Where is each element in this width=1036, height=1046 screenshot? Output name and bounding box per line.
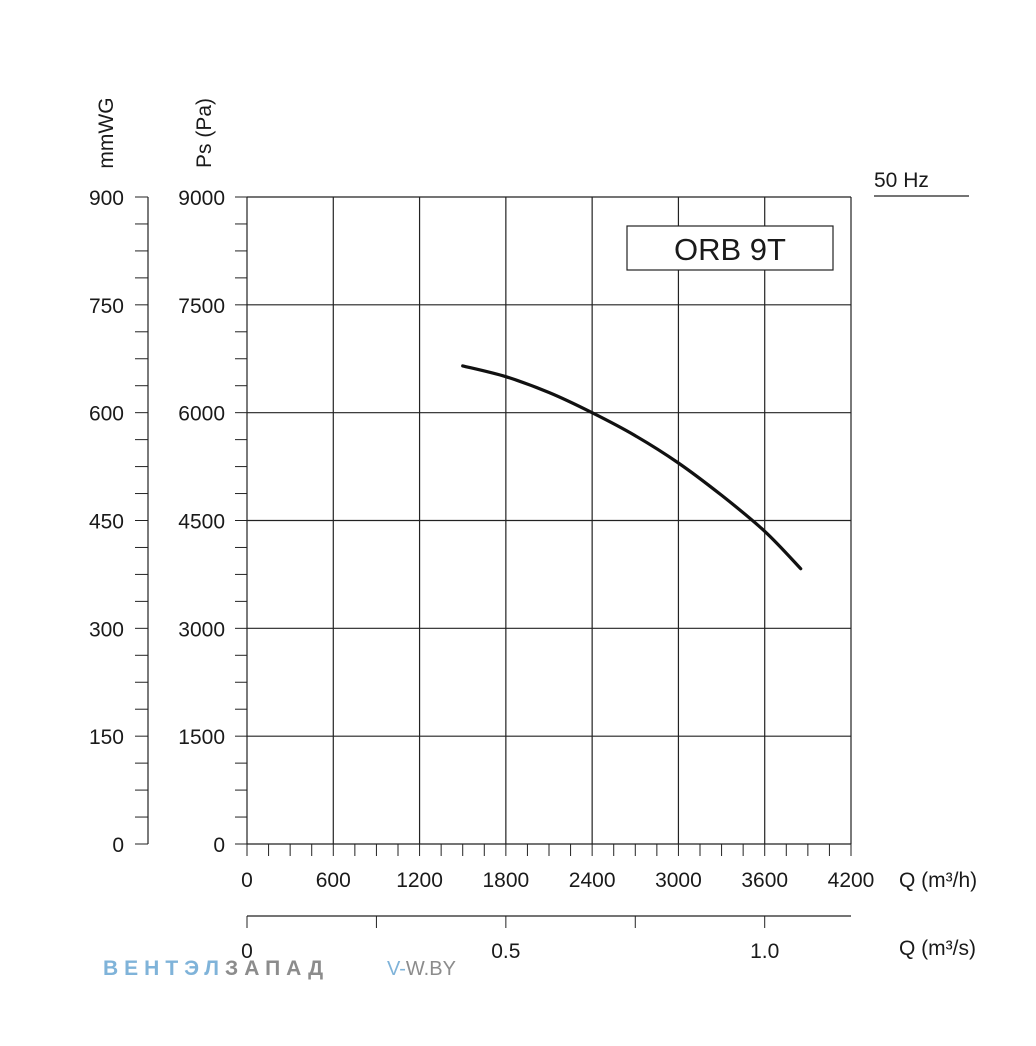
y-axis-label: Ps (Pa) [193, 98, 216, 168]
y2-tick-label: 450 [89, 511, 124, 534]
y2-tick-label: 750 [89, 295, 124, 318]
x-tick-label: 3600 [741, 869, 788, 892]
y2-tick-label: 300 [89, 618, 124, 641]
x-tick-label: 0 [241, 869, 253, 892]
y2-tick-label: 150 [89, 726, 124, 749]
y-tick-label: 1500 [178, 726, 225, 749]
y2-tick-label: 900 [89, 187, 124, 210]
y-tick-label: 7500 [178, 295, 225, 318]
watermark-brand-part1: ВЕНТЭЛ [103, 957, 225, 980]
x-tick-label: 4200 [828, 869, 875, 892]
watermark-site-part1: V- [387, 958, 406, 980]
y-tick-label: 4500 [178, 511, 225, 534]
x2-axis-label: Q (m³/s) [899, 937, 976, 960]
watermark-brand-part2: ЗАПАД [225, 957, 329, 980]
minor-ticks [135, 196, 852, 928]
frequency-label: 50 Hz [874, 169, 929, 192]
x-tick-label: 3000 [655, 869, 702, 892]
x-tick-label: 600 [316, 869, 351, 892]
x-tick-label: 2400 [569, 869, 616, 892]
y2-axis-label: mmWG [95, 97, 118, 168]
x-tick-label: 1200 [396, 869, 443, 892]
grid [246, 196, 852, 845]
x2-tick-label: 0 [241, 940, 253, 963]
x2-tick-label: 1.0 [750, 940, 779, 963]
y-tick-label: 9000 [178, 187, 225, 210]
y-tick-label: 0 [213, 834, 225, 857]
x-tick-label: 1800 [482, 869, 529, 892]
y2-tick-label: 600 [89, 403, 124, 426]
chart-title: ORB 9T [674, 232, 786, 267]
performance-curve [461, 364, 803, 571]
y-tick-label: 6000 [178, 403, 225, 426]
x-axis-label: Q (m³/h) [899, 869, 977, 892]
watermark-site: V-W.BY [387, 958, 456, 980]
x2-tick-label: 0.5 [491, 940, 520, 963]
y-tick-label: 3000 [178, 618, 225, 641]
tick-labels: 0 600 1200 1800 2400 3000 3600 4200015003000450… [89, 187, 874, 963]
watermark-brand: ВЕНТЭЛЗАПАД [103, 957, 329, 980]
y2-tick-label: 0 [112, 834, 124, 857]
title-box [626, 225, 834, 271]
watermark-site-part2: W.BY [406, 958, 456, 980]
